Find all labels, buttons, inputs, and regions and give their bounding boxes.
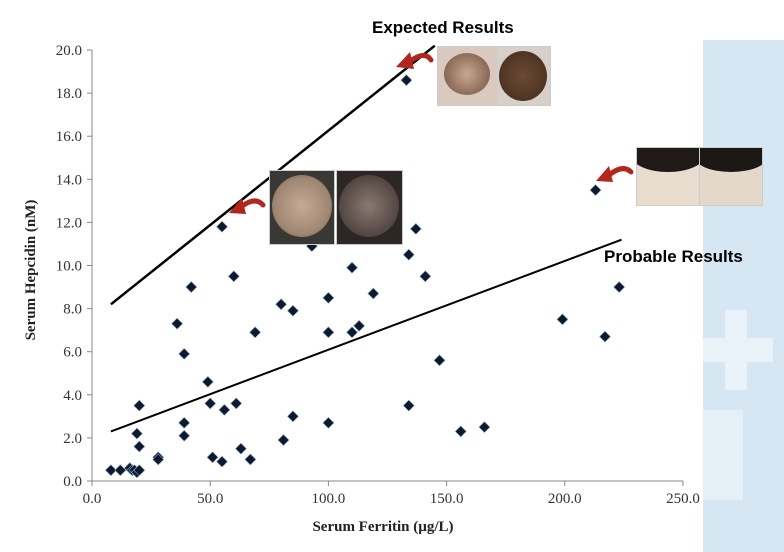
data-point-marker [433,354,446,367]
data-point-marker [244,453,257,466]
data-point-marker [216,455,228,468]
data-point-marker [227,270,240,283]
background-panel [703,40,784,552]
x-tick-label: 250.0 [666,491,700,507]
data-point-marker [400,74,413,87]
data-point-marker [104,464,117,477]
x-tick-label: 150.0 [430,491,464,507]
scalp-photo-expected-before [437,46,497,106]
data-point-marker [478,421,491,434]
x-tick-label: 200.0 [548,491,582,507]
arrow-expected-icon-head [396,52,414,69]
data-point-marker [589,184,602,196]
arrow-middle-icon-head [229,198,246,214]
data-point-marker [133,440,146,453]
arrow-hairline-icon [606,166,634,178]
annotation-probable-results: Probable Results [604,247,743,266]
y-tick-label: 0.0 [63,474,82,490]
hairline-photo-after [699,147,763,206]
data-point-marker [152,453,165,466]
axes-group: 0.0 50.0 100.0 150.0 200.0 250.0 0.0 2.0 4.0 6.0 8… [56,43,700,507]
y-axis-title: Serum Hepcidin (nM) [23,200,39,341]
data-point-marker [322,291,335,304]
y-tick-label: 10.0 [56,259,82,275]
data-point-marker [287,410,299,423]
data-point-marker [178,416,191,429]
hair-texture [637,148,699,172]
hair-texture [700,148,762,172]
data-points-group [104,74,626,479]
x-tick-label: 50.0 [197,491,223,507]
data-point-marker [346,326,358,339]
data-point-marker [185,281,198,293]
data-point-marker [419,270,432,283]
y-tick-label: 4.0 [63,388,82,404]
scalp-photo-middle-before [269,170,335,245]
y-tick-label: 20.0 [56,43,82,59]
data-point-marker [201,375,214,388]
data-point-marker [114,464,127,477]
data-point-marker [130,427,143,440]
background-block [703,410,743,500]
data-point-marker [178,429,191,442]
data-point-marker [206,451,219,464]
y-tick-label: 14.0 [56,172,82,188]
y-tick-label: 16.0 [56,129,82,145]
hair-texture [444,53,490,95]
data-point-marker [133,399,146,412]
data-point-marker [599,330,611,343]
data-point-marker [216,220,228,233]
data-point-marker [402,248,415,261]
data-point-marker [556,313,569,326]
data-point-marker [235,442,247,455]
x-tick-label: 100.0 [312,491,346,507]
data-point-marker [346,261,358,274]
y-tick-label: 2.0 [63,431,82,447]
data-point-marker [367,287,380,300]
data-point-marker [178,347,191,360]
data-point-marker [322,416,335,429]
hair-texture [272,175,332,237]
data-point-marker [322,326,335,339]
data-point-marker [275,298,288,311]
trend-line-probable [110,238,622,433]
y-tick-label: 6.0 [63,345,82,361]
data-point-marker [287,304,299,317]
arrow-hairline-icon-head [596,166,613,182]
data-point-marker [454,425,467,438]
data-point-marker [402,399,415,412]
data-point-marker [353,319,366,332]
arrow-middle-icon [238,198,266,210]
hairline-photo-before [636,147,700,206]
scalp-photo-expected-after [496,46,551,106]
annotation-expected-results: Expected Results [372,18,514,37]
data-point-marker [613,281,626,293]
data-point-marker [277,434,290,446]
x-tick-label: 0.0 [83,491,102,507]
data-point-marker [409,222,422,235]
data-point-marker [171,317,184,330]
y-tick-label: 18.0 [56,86,82,102]
arrows-group [229,52,634,214]
y-tick-label: 8.0 [63,302,82,318]
x-axis-title: Serum Ferritin (µg/L) [312,519,453,535]
data-point-marker [133,464,146,477]
data-point-marker [204,397,217,410]
y-tick-label: 12.0 [56,215,82,231]
data-point-marker [230,397,243,410]
hair-texture [499,51,547,101]
data-point-marker [218,403,231,416]
background-cross-horizontal [703,338,773,362]
hair-texture [339,175,399,237]
data-point-marker [249,326,262,339]
scalp-photo-middle-after [336,170,403,245]
